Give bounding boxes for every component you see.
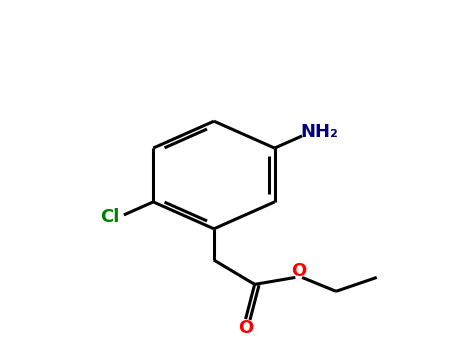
Text: O: O: [291, 262, 307, 280]
Text: NH₂: NH₂: [300, 123, 338, 141]
Text: O: O: [238, 319, 253, 337]
Text: Cl: Cl: [101, 208, 120, 226]
